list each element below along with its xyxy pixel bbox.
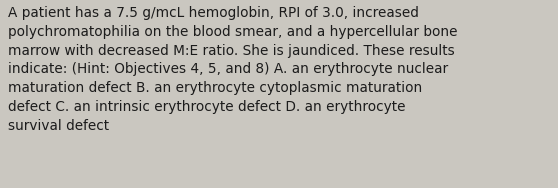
Text: A patient has a 7.5 g/mcL hemoglobin, RPI of 3.0, increased
polychromatophilia o: A patient has a 7.5 g/mcL hemoglobin, RP… (8, 6, 458, 133)
